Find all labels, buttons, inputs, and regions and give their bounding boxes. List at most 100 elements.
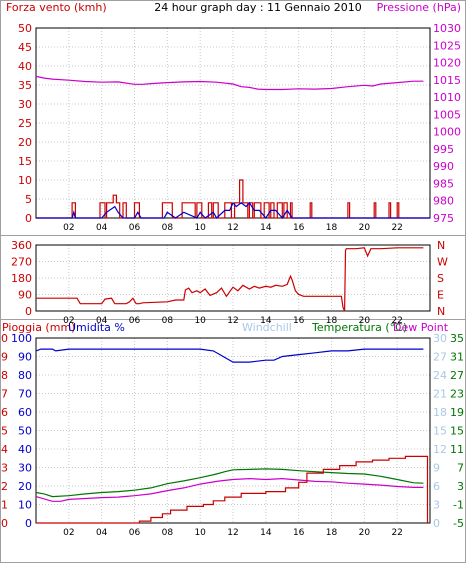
chart-title: 24 hour graph day : 11 Gennaio 2010 <box>154 1 362 14</box>
left-axis-label: Forza vento (kmh) <box>6 1 107 14</box>
yticks_left-tick-6: 30 <box>18 98 32 111</box>
yticks_right-tick-4: N <box>437 239 445 252</box>
series-pressure-line <box>35 75 424 91</box>
yticks_humidity-tick-10: 100 <box>11 332 32 345</box>
yticks_right-tick-3: 990 <box>433 160 454 173</box>
yticks_temperature-tick-6: 19 <box>450 406 464 419</box>
yticks_windchill-tick-1: 3 <box>433 499 440 512</box>
x-tick-1-4: 10 <box>194 316 206 326</box>
x-tick-0-0: 02 <box>63 223 74 233</box>
yticks_temperature-tick-4: 11 <box>450 443 464 456</box>
x-tick-2-3: 08 <box>162 528 174 538</box>
x-tick-1-2: 06 <box>129 316 141 326</box>
yticks_left-tick-3: 15 <box>18 155 32 168</box>
x-tick-0-8: 18 <box>326 223 338 233</box>
yticks_right-tick-2: S <box>437 272 444 285</box>
yticks_humidity-tick-2: 20 <box>18 480 32 493</box>
x-tick-1-8: 18 <box>326 316 338 326</box>
yticks_right-tick-2: 985 <box>433 177 454 190</box>
x-tick-2-8: 18 <box>326 528 338 538</box>
yticks_rain-tick-4: 4 <box>1 443 8 456</box>
x-tick-1-7: 16 <box>293 316 305 326</box>
yticks_humidity-tick-8: 80 <box>18 369 32 382</box>
yticks_left-tick-2: 10 <box>18 174 32 187</box>
yticks_humidity-tick-4: 40 <box>18 443 32 456</box>
yticks_windchill-tick-4: 12 <box>433 443 447 456</box>
x-tick-1-5: 12 <box>227 316 238 326</box>
x-tick-0-1: 04 <box>96 223 108 233</box>
x-tick-2-1: 04 <box>96 528 108 538</box>
humidity-axis-label: Umidita % <box>68 321 125 334</box>
yticks_left-tick-4: 20 <box>18 136 32 149</box>
yticks_left-tick-5: 25 <box>18 117 32 130</box>
plot-frame-1 <box>35 244 431 312</box>
yticks_right-tick-10: 1025 <box>433 39 461 52</box>
yticks_left-tick-0: 0 <box>25 305 32 318</box>
yticks_temperature-tick-8: 27 <box>450 369 464 382</box>
x-tick-0-5: 12 <box>227 223 238 233</box>
yticks_rain-tick-1: 1 <box>1 499 8 512</box>
yticks_windchill-tick-0: 0 <box>433 517 440 530</box>
x-tick-0-3: 08 <box>162 223 174 233</box>
yticks_temperature-tick-1: -1 <box>453 499 464 512</box>
yticks_temperature-tick-7: 23 <box>450 388 464 401</box>
temperature-axis-label: Temperatura (°C) <box>311 321 407 334</box>
x-tick-2-4: 10 <box>194 528 206 538</box>
yticks_temperature-tick-10: 35 <box>450 332 464 345</box>
x-tick-1-6: 14 <box>260 316 272 326</box>
yticks_left-tick-2: 180 <box>11 272 32 285</box>
x-tick-1-3: 08 <box>162 316 174 326</box>
x-tick-0-7: 16 <box>293 223 305 233</box>
yticks_rain-tick-7: 7 <box>1 388 8 401</box>
yticks_rain-tick-2: 2 <box>1 480 8 493</box>
yticks_right-tick-1: 980 <box>433 195 454 208</box>
yticks_right-tick-8: 1015 <box>433 74 461 87</box>
x-tick-1-10: 22 <box>391 316 402 326</box>
yticks_temperature-tick-3: 7 <box>457 462 464 475</box>
x-tick-1-9: 20 <box>359 316 371 326</box>
yticks_humidity-tick-5: 50 <box>18 425 32 438</box>
series-gust-line <box>36 179 430 219</box>
yticks_left-tick-4: 360 <box>11 239 32 252</box>
series-direction-line <box>36 247 424 312</box>
dewpoint-axis-label: Dew Point <box>393 321 449 334</box>
yticks_right-tick-7: 1010 <box>433 91 461 104</box>
x-tick-0-4: 10 <box>194 223 206 233</box>
x-tick-2-2: 06 <box>129 528 141 538</box>
yticks_right-tick-9: 1020 <box>433 57 461 70</box>
yticks_temperature-tick-9: 31 <box>450 351 464 364</box>
yticks_temperature-tick-5: 15 <box>450 425 464 438</box>
yticks_humidity-tick-9: 90 <box>18 351 32 364</box>
yticks_left-tick-1: 5 <box>25 193 32 206</box>
yticks_windchill-tick-8: 24 <box>433 369 447 382</box>
yticks_windchill-tick-10: 30 <box>433 332 447 345</box>
rain-axis-label: Pioggia (mm) <box>2 321 75 334</box>
x-tick-0-2: 06 <box>129 223 141 233</box>
x-tick-0-6: 14 <box>260 223 272 233</box>
series-humidity-line <box>35 348 424 363</box>
yticks_rain-tick-8: 8 <box>1 369 8 382</box>
x-tick-2-5: 12 <box>227 528 238 538</box>
x-tick-2-7: 16 <box>293 528 305 538</box>
x-tick-0-10: 22 <box>391 223 402 233</box>
yticks_rain-tick-0: 0 <box>1 517 8 530</box>
yticks_temperature-tick-2: 3 <box>457 480 464 493</box>
yticks_windchill-tick-2: 6 <box>433 480 440 493</box>
yticks_humidity-tick-6: 60 <box>18 406 32 419</box>
yticks_right-tick-0: 975 <box>433 212 454 225</box>
yticks_humidity-tick-1: 10 <box>18 499 32 512</box>
x-tick-2-0: 02 <box>63 528 74 538</box>
right-axis-label: Pressione (hPa) <box>377 1 461 14</box>
yticks_humidity-tick-0: 0 <box>25 517 32 530</box>
yticks_left-tick-1: 90 <box>18 289 32 302</box>
yticks_right-tick-1: E <box>437 289 444 302</box>
yticks_rain-tick-9: 9 <box>1 351 8 364</box>
series-rain-line <box>36 455 429 524</box>
yticks_windchill-tick-5: 15 <box>433 425 447 438</box>
yticks_left-tick-0: 0 <box>25 212 32 225</box>
yticks_left-tick-7: 35 <box>18 79 32 92</box>
yticks_left-tick-10: 50 <box>18 22 32 35</box>
yticks_rain-tick-5: 5 <box>1 425 8 438</box>
